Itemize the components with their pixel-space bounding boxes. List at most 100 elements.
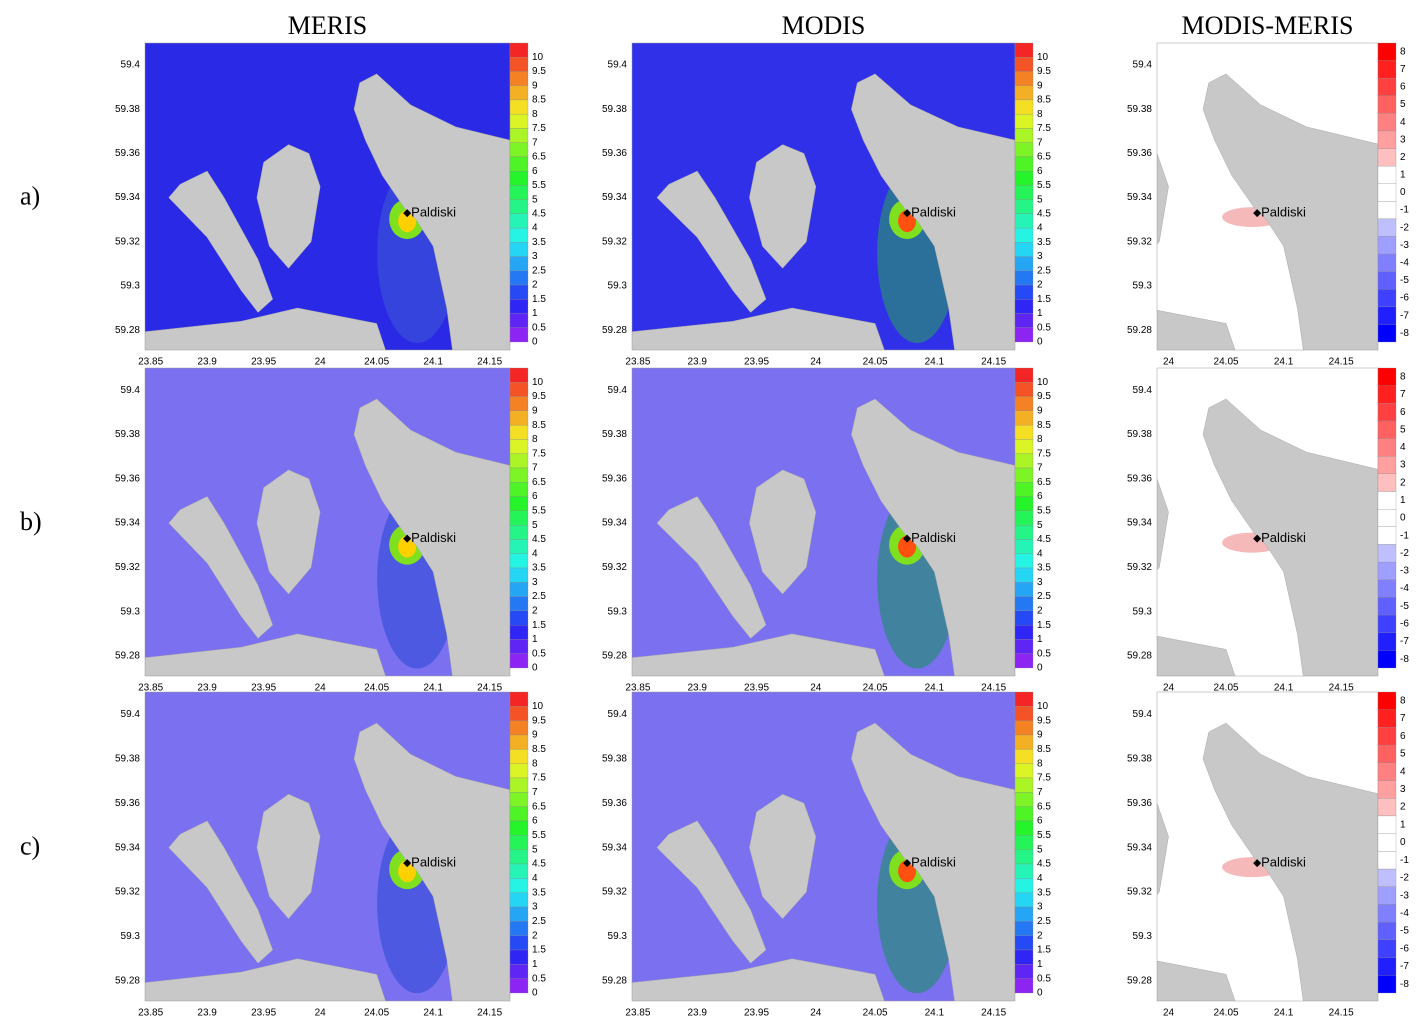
colorbar-cell (1014, 849, 1034, 865)
place-marker (1253, 209, 1262, 218)
colorbar-cell (509, 128, 529, 143)
colorbar-cell (1377, 632, 1397, 651)
colorbar-label: 7.5 (532, 448, 546, 459)
colorbar-label: -8 (1400, 654, 1409, 665)
colorbar-label: 6.5 (532, 477, 546, 488)
colorbar-label: -3 (1400, 240, 1409, 251)
land (749, 144, 817, 269)
colorbar-cell (1014, 935, 1034, 951)
colorbar-cell (1014, 706, 1034, 721)
y-tick-label: 59.28 (115, 651, 140, 662)
place-marker (1253, 534, 1262, 543)
colorbar-cell (509, 653, 529, 669)
colorbar-cell (1377, 650, 1397, 669)
colorbar-label: -6 (1400, 619, 1409, 630)
y-tick-label: 59.4 (121, 709, 141, 720)
colorbar-cell (1377, 868, 1397, 887)
colorbar-label: 5 (1400, 99, 1406, 110)
x-tick-label: 24.05 (1214, 683, 1239, 694)
colorbar-cell (1014, 639, 1034, 654)
colorbar-cell (509, 410, 529, 426)
column-title: MERIS (288, 11, 367, 40)
y-tick-label: 59.36 (602, 798, 627, 809)
colorbar-label: 0 (532, 988, 538, 999)
land (256, 469, 321, 595)
colorbar-cell (1014, 482, 1034, 497)
colorbar-label: 9.5 (1037, 391, 1051, 402)
colorbar-label: 9 (1037, 405, 1043, 416)
colorbar-cell (1014, 42, 1034, 58)
colorbar-cell (1377, 886, 1397, 905)
colorbar-label: 0.5 (532, 648, 546, 659)
map-panel: Paldiski59.2859.359.3259.3459.3659.3859.… (1127, 691, 1409, 1019)
land (145, 958, 386, 1001)
y-tick-label: 59.38 (115, 753, 140, 764)
land (656, 170, 767, 313)
colorbar-label: 7.5 (1037, 448, 1051, 459)
colorbar-label: -4 (1400, 908, 1409, 919)
colorbar-cell (509, 482, 529, 497)
colorbar-cell (509, 213, 529, 229)
y-tick-label: 59.36 (602, 473, 627, 484)
colorbar-label: 6.5 (1037, 152, 1051, 163)
y-tick-label: 59.34 (602, 518, 627, 529)
map-area (632, 368, 1015, 676)
colorbar-cell (509, 114, 529, 129)
colorbar-cell (1014, 467, 1034, 483)
y-tick-label: 59.3 (1133, 281, 1153, 292)
x-tick-label: 23.95 (744, 1008, 769, 1019)
y-tick-label: 59.36 (1127, 798, 1152, 809)
map-area (1157, 692, 1378, 1001)
colorbar-label: 5 (1037, 194, 1043, 205)
colorbar-label: -7 (1400, 310, 1409, 321)
y-tick-label: 59.38 (1127, 753, 1152, 764)
colorbar-label: 10 (1037, 701, 1049, 712)
colorbar-cell (1377, 833, 1397, 852)
x-tick-label: 24 (315, 683, 327, 694)
colorbar-label: 3 (532, 251, 538, 262)
colorbar-cell (1377, 385, 1397, 404)
colorbar-label: 0.5 (532, 973, 546, 984)
colorbar-cell (1014, 964, 1034, 979)
colorbar-cell (1014, 624, 1034, 640)
colorbar-label: 3 (1037, 577, 1043, 588)
hotspot-core (898, 535, 917, 558)
colorbar-cell (509, 199, 529, 215)
colorbar-label: 6 (1037, 166, 1043, 177)
colorbar-label: 8.5 (1037, 420, 1051, 431)
colorbar-label: 5 (1037, 844, 1043, 855)
row-labels: a) b) c) (20, 182, 42, 861)
colorbar-cell (1377, 957, 1397, 976)
y-tick-label: 59.34 (115, 518, 140, 529)
colorbar-label: 6 (532, 816, 538, 827)
colorbar-cell (1377, 744, 1397, 763)
y-tick-label: 59.34 (1127, 192, 1152, 203)
place-label: Paldiski (911, 205, 956, 220)
x-tick-label: 24.15 (1329, 357, 1354, 368)
colorbar-cell (1377, 579, 1397, 598)
colorbar-cell (1014, 892, 1034, 908)
colorbar-cell (1014, 453, 1034, 469)
map-panel: Paldiski59.2859.359.3259.3459.3659.3859.… (115, 367, 546, 694)
x-tick-label: 23.85 (625, 357, 650, 368)
colorbar-label: 6 (1400, 731, 1406, 742)
y-tick-label: 59.28 (602, 976, 627, 987)
map-area (145, 43, 510, 350)
y-tick-label: 59.4 (608, 60, 628, 71)
colorbar-cell (1377, 183, 1397, 202)
land (656, 820, 767, 964)
colorbar-label: 9 (532, 405, 538, 416)
colorbar-cell (1014, 185, 1034, 200)
y-tick-label: 59.36 (115, 473, 140, 484)
y-tick-label: 59.4 (1133, 709, 1153, 720)
y-tick-label: 59.34 (115, 192, 140, 203)
colorbar-cell (1014, 284, 1034, 300)
colorbar-label: 8 (532, 758, 538, 769)
place-label: Paldiski (911, 530, 956, 545)
colorbar-cell (1014, 691, 1034, 707)
land (168, 820, 273, 964)
colorbar-label: 4.5 (532, 859, 546, 870)
colorbar-label: 8 (1400, 371, 1406, 382)
colorbar-cell (1014, 367, 1034, 383)
map-area (1157, 368, 1378, 676)
